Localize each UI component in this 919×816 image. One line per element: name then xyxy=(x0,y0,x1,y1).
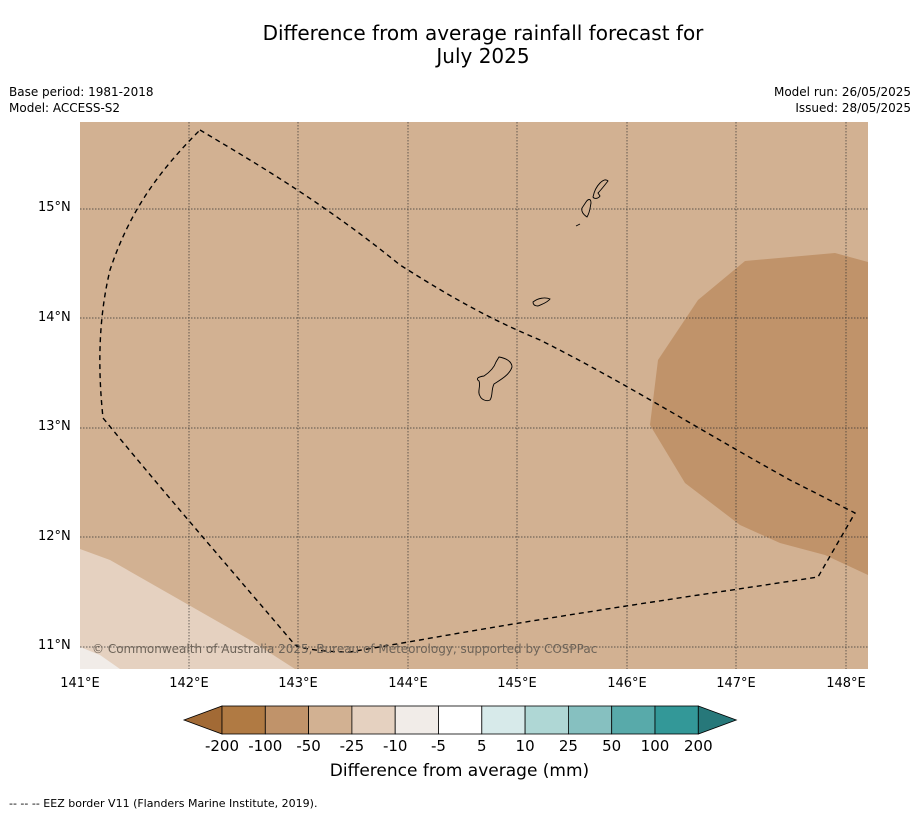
colorbar-bin xyxy=(351,705,396,735)
colorbar-bin xyxy=(221,705,266,735)
colorbar-bin xyxy=(611,705,656,735)
anomaly-zone-dry xyxy=(650,253,868,575)
lon-label-147e: 147°E xyxy=(716,676,756,691)
eez-legend-note: -- -- -- EEZ border V11 (Flanders Marine… xyxy=(9,797,318,810)
colorbar-tick-label: -200 xyxy=(204,737,240,755)
lon-label-146e: 146°E xyxy=(607,676,647,691)
islands xyxy=(476,179,609,402)
colorbar-bin xyxy=(481,705,526,735)
base-period: Base period: 1981-2018 xyxy=(9,85,154,99)
meta-left: Base period: 1981-2018 Model: ACCESS-S2 xyxy=(9,84,154,116)
lat-label-12n: 12°N xyxy=(38,529,71,544)
lat-label-11n: 11°N xyxy=(38,638,71,653)
lon-label-148e: 148°E xyxy=(826,676,866,691)
map-title: Difference from average rainfall forecas… xyxy=(0,22,919,68)
gridlines xyxy=(80,122,868,669)
colorbar-tick-label: -10 xyxy=(382,737,408,755)
lon-label-142e: 142°E xyxy=(169,676,209,691)
colorbar-tick-label: 5 xyxy=(477,737,487,755)
anomaly-zone-lighter xyxy=(80,647,120,669)
colorbar-tick-label: -100 xyxy=(248,737,283,755)
island-guam xyxy=(476,356,513,402)
eez-border xyxy=(99,129,856,653)
lon-label-141e: 141°E xyxy=(60,676,100,691)
colorbar-bin xyxy=(654,705,699,735)
lon-label-144e: 144°E xyxy=(388,676,428,691)
meta-right: Model run: 26/05/2025 Issued: 28/05/2025 xyxy=(774,84,911,116)
colorbar-tick-label: 50 xyxy=(602,737,622,755)
colorbar-arrow-low xyxy=(182,705,223,735)
colorbar-bin xyxy=(264,705,309,735)
island-saipan xyxy=(592,179,609,199)
island-rota xyxy=(532,297,551,307)
copyright-notice: © Commonwealth of Australia 2025, Bureau… xyxy=(92,642,598,656)
colorbar-tick-label: -5 xyxy=(431,737,446,755)
lat-label-14n: 14°N xyxy=(38,310,71,325)
colorbar-tick-label: 100 xyxy=(640,737,670,755)
colorbar-tick-label: 25 xyxy=(558,737,578,755)
title-line-1: Difference from average rainfall forecas… xyxy=(262,21,704,45)
colorbar xyxy=(182,705,738,735)
colorbar-bin xyxy=(568,705,613,735)
island-aguijan xyxy=(575,223,581,227)
colorbar-tick-label: 10 xyxy=(515,737,535,755)
colorbar-tick-label: -50 xyxy=(296,737,321,755)
issued-date: Issued: 28/05/2025 xyxy=(795,101,911,115)
colorbar-tick-label: 200 xyxy=(683,737,713,755)
model-name: Model: ACCESS-S2 xyxy=(9,101,121,115)
colorbar-title: Difference from average (mm) xyxy=(329,761,590,781)
lat-label-13n: 13°N xyxy=(38,419,71,434)
anomaly-zone-light xyxy=(80,549,295,669)
island-tinian xyxy=(581,199,592,218)
colorbar-arrow-high xyxy=(697,705,738,735)
colorbar-bin xyxy=(524,705,569,735)
title-line-2: July 2025 xyxy=(436,44,530,68)
lon-label-145e: 145°E xyxy=(497,676,537,691)
colorbar-bin xyxy=(308,705,353,735)
model-run: Model run: 26/05/2025 xyxy=(773,85,911,99)
colorbar-bin xyxy=(394,705,439,735)
colorbar-tick-label: -25 xyxy=(339,737,365,755)
lat-label-15n: 15°N xyxy=(38,200,71,215)
colorbar-bin xyxy=(438,705,483,735)
lon-label-143e: 143°E xyxy=(278,676,318,691)
